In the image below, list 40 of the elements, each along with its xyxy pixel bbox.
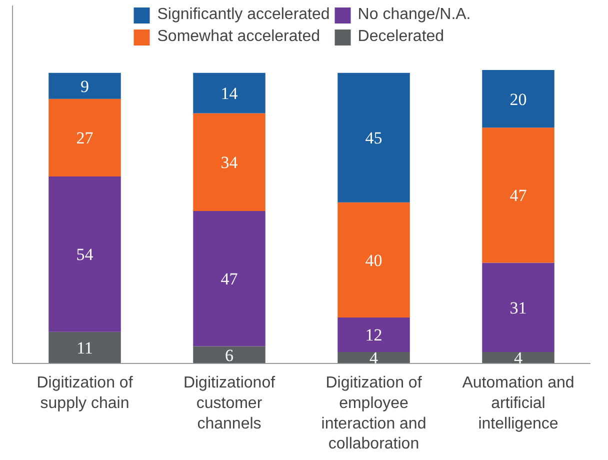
bar: [338, 352, 410, 364]
x-tick-label: Digitization of supply chain: [36, 374, 134, 412]
data-label: 34: [220, 153, 238, 172]
bar: [482, 70, 554, 128]
bar: [193, 346, 266, 364]
data-label: 47: [510, 186, 528, 206]
legend-label: Significantly accelerated: [157, 6, 330, 24]
bar: [193, 211, 266, 346]
data-label: 40: [365, 250, 382, 270]
data-label: 20: [510, 90, 527, 109]
data-label: 11: [76, 338, 93, 358]
bar: [48, 72, 121, 99]
data-label: 27: [76, 128, 94, 148]
bar: [482, 352, 554, 364]
bar: [48, 176, 121, 332]
data-label: 31: [510, 298, 527, 318]
data-label: 47: [220, 270, 238, 289]
bar: [338, 317, 410, 352]
bar: [193, 113, 266, 212]
data-label: 54: [76, 245, 94, 264]
legend-label: Somewhat accelerated: [157, 28, 320, 46]
data-label: 45: [365, 128, 382, 148]
bar: [482, 128, 554, 263]
bar: [338, 72, 410, 202]
x-tick-label: Digitizationof customer channels: [183, 374, 276, 432]
bar: [338, 202, 410, 318]
bar: [193, 72, 266, 114]
legend-label: No change/N.A.: [358, 6, 471, 24]
bar: [48, 332, 121, 364]
data-label: 9: [80, 76, 89, 96]
x-tick-label: Digitization of employee interaction and collaboration: [321, 374, 426, 453]
x-tick-label: Automation and artificial intelligence: [462, 374, 574, 432]
data-label: 6: [225, 346, 234, 365]
bar: [48, 98, 121, 176]
data-label: 4: [370, 348, 378, 368]
legend-label: Decelerated: [358, 28, 444, 46]
bar: [482, 262, 554, 352]
data-label: 12: [365, 326, 382, 345]
data-label: 4: [514, 348, 523, 368]
data-label: 14: [220, 84, 238, 104]
